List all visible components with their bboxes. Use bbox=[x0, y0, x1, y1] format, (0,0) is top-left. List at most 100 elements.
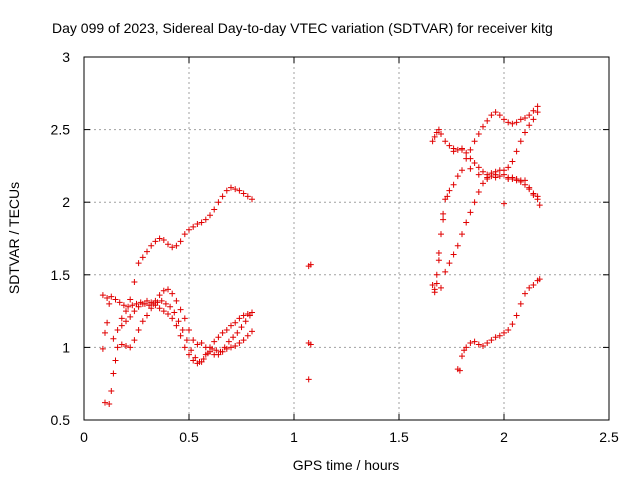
data-point bbox=[475, 189, 482, 196]
data-point bbox=[177, 306, 184, 313]
data-point bbox=[118, 341, 125, 348]
data-point bbox=[99, 292, 106, 299]
data-point bbox=[198, 340, 205, 347]
data-point bbox=[120, 302, 127, 309]
data-point bbox=[429, 281, 436, 288]
data-point bbox=[522, 290, 528, 297]
data-point bbox=[198, 219, 205, 226]
data-point bbox=[488, 170, 495, 177]
series-track-d-left-misc bbox=[102, 297, 255, 367]
data-point bbox=[467, 146, 474, 153]
data-point bbox=[440, 210, 447, 217]
data-point bbox=[131, 279, 138, 286]
data-point bbox=[194, 220, 201, 227]
data-point bbox=[108, 293, 115, 300]
data-point bbox=[463, 219, 470, 226]
data-point bbox=[433, 280, 440, 287]
data-point bbox=[207, 344, 213, 351]
data-point bbox=[522, 129, 528, 136]
x-axis-title: GPS time / hours bbox=[293, 457, 400, 473]
data-point bbox=[492, 109, 499, 116]
data-point bbox=[454, 242, 461, 249]
data-point bbox=[123, 308, 129, 315]
data-point bbox=[517, 300, 524, 307]
data-point bbox=[188, 347, 195, 354]
data-point bbox=[249, 328, 255, 335]
data-point bbox=[160, 287, 167, 294]
data-point bbox=[228, 344, 234, 351]
data-point bbox=[202, 216, 209, 223]
data-point bbox=[104, 319, 111, 326]
data-point bbox=[480, 123, 486, 130]
data-point bbox=[435, 126, 442, 133]
data-point bbox=[173, 242, 180, 249]
data-point bbox=[459, 353, 465, 360]
data-point bbox=[169, 244, 176, 251]
data-point bbox=[496, 112, 503, 119]
data-point bbox=[236, 187, 243, 194]
data-point bbox=[249, 309, 255, 316]
data-point bbox=[454, 173, 461, 180]
data-point bbox=[215, 199, 222, 206]
y-tick-label: 3 bbox=[62, 49, 70, 65]
data-point bbox=[513, 175, 520, 182]
axis-ticks: 0 0.5 1 1.5 2 2.5 0.5 1 1.5 2 2.5 3 bbox=[51, 49, 619, 445]
data-point bbox=[190, 223, 197, 230]
series-track-h-right-lower bbox=[454, 276, 543, 374]
data-point bbox=[459, 146, 465, 153]
data-point bbox=[240, 337, 247, 344]
data-point bbox=[194, 341, 201, 348]
data-point bbox=[505, 326, 512, 333]
data-point bbox=[530, 281, 537, 288]
data-point bbox=[169, 315, 176, 322]
data-point bbox=[496, 173, 503, 180]
data-point bbox=[517, 138, 524, 145]
series-isolated-near-1h bbox=[305, 261, 314, 383]
data-point bbox=[165, 286, 171, 293]
series-track-e-right-descending bbox=[429, 126, 543, 209]
data-point bbox=[450, 181, 457, 188]
data-point bbox=[530, 191, 537, 198]
data-point bbox=[459, 167, 465, 174]
data-point bbox=[488, 337, 495, 344]
data-point bbox=[484, 117, 491, 124]
data-point bbox=[190, 357, 197, 364]
data-point bbox=[156, 235, 163, 242]
data-point bbox=[450, 148, 457, 155]
data-point bbox=[131, 308, 138, 315]
series-track-b-left-middle bbox=[99, 292, 253, 365]
data-point bbox=[135, 326, 142, 333]
y-tick-label: 0.5 bbox=[51, 412, 71, 428]
data-point bbox=[148, 242, 155, 249]
data-point bbox=[526, 184, 533, 191]
data-point bbox=[505, 164, 512, 171]
data-point bbox=[442, 138, 449, 145]
series-track-c-left-lower bbox=[99, 286, 255, 408]
data-point bbox=[240, 190, 247, 197]
chart-title: Day 099 of 2023, Sidereal Day-to-day VTE… bbox=[52, 20, 553, 36]
data-point bbox=[139, 254, 146, 261]
data-point bbox=[171, 309, 178, 316]
data-point bbox=[501, 116, 507, 123]
series-track-g-right-rising-2 bbox=[438, 109, 541, 291]
data-point bbox=[213, 347, 220, 354]
y-tick-label: 1.5 bbox=[51, 267, 71, 283]
data-point bbox=[475, 341, 482, 348]
data-point bbox=[181, 315, 188, 322]
data-point bbox=[219, 193, 226, 200]
data-point bbox=[152, 302, 159, 309]
data-point bbox=[433, 271, 440, 278]
x-tick-label: 1 bbox=[290, 429, 298, 445]
data-point bbox=[112, 296, 119, 303]
data-point bbox=[522, 114, 528, 121]
data-point bbox=[471, 138, 478, 145]
data-point bbox=[305, 376, 312, 383]
data-point bbox=[158, 297, 165, 304]
data-point bbox=[228, 322, 234, 329]
x-tick-label: 2.5 bbox=[599, 429, 619, 445]
data-point bbox=[480, 342, 486, 349]
data-point bbox=[144, 297, 150, 304]
data-point bbox=[106, 300, 113, 307]
data-point bbox=[480, 180, 486, 187]
data-point bbox=[471, 159, 478, 166]
